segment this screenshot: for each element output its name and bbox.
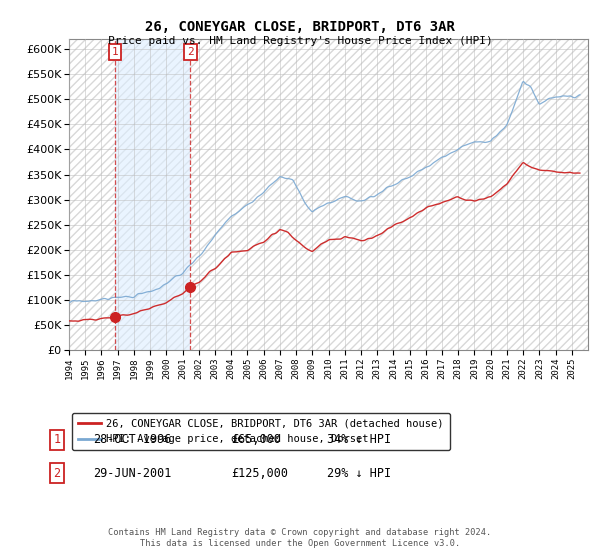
Text: 2: 2 [187, 46, 194, 57]
Text: 26, CONEYGAR CLOSE, BRIDPORT, DT6 3AR: 26, CONEYGAR CLOSE, BRIDPORT, DT6 3AR [145, 20, 455, 34]
Text: 28-OCT-1996: 28-OCT-1996 [93, 433, 172, 446]
Text: 29-JUN-2001: 29-JUN-2001 [93, 466, 172, 480]
Text: £65,000: £65,000 [231, 433, 281, 446]
Text: 29% ↓ HPI: 29% ↓ HPI [327, 466, 391, 480]
Text: 1: 1 [53, 433, 61, 446]
Legend: 26, CONEYGAR CLOSE, BRIDPORT, DT6 3AR (detached house), HPI: Average price, deta: 26, CONEYGAR CLOSE, BRIDPORT, DT6 3AR (d… [71, 413, 450, 450]
Text: 1: 1 [112, 46, 118, 57]
Text: Contains HM Land Registry data © Crown copyright and database right 2024.
This d: Contains HM Land Registry data © Crown c… [109, 528, 491, 548]
Text: 2: 2 [53, 466, 61, 480]
Bar [115, 39, 190, 350]
Text: Price paid vs. HM Land Registry's House Price Index (HPI): Price paid vs. HM Land Registry's House … [107, 36, 493, 46]
Text: £125,000: £125,000 [231, 466, 288, 480]
Text: 34% ↓ HPI: 34% ↓ HPI [327, 433, 391, 446]
